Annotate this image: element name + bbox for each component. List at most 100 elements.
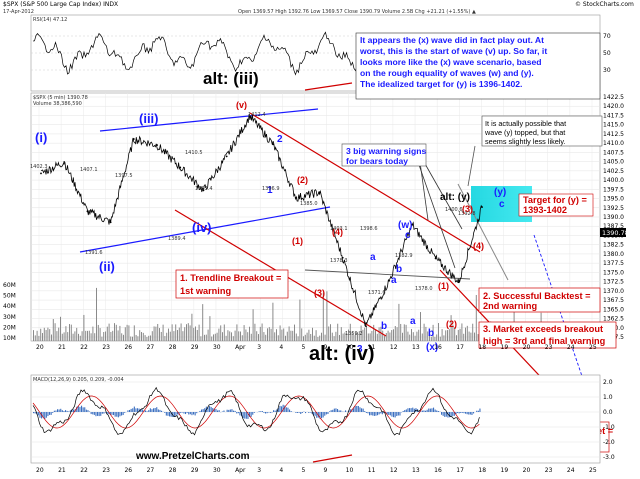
volume-bar [457,329,459,341]
macd-hist-bar [433,407,435,412]
volume-bar [331,332,333,341]
volume-bar [117,330,119,341]
wave-label-red-1-left: (1) [292,236,303,246]
volume-bar [279,325,281,341]
volume-bar [114,323,115,341]
volume-bar [243,325,245,341]
volume-bar [110,331,112,341]
x-tick-label: 9 [324,344,328,351]
macd-hist-bar [372,412,374,416]
volume-bar [358,331,360,341]
price-line [40,114,483,327]
macd-hist-bar [337,409,339,412]
macd-hist-bar [274,410,276,412]
target-y-box [518,193,594,217]
macd-hist-bar [191,412,193,416]
volume-bar [301,328,303,341]
macd-hist-bar [453,412,455,416]
volume-bar [277,335,279,341]
macd-hist-bar [362,408,364,412]
macd-hist-bar [114,412,116,417]
macd-hist-bar [282,404,284,412]
x-tick-label: 11 [368,344,376,351]
macd-hist-bar [173,412,175,418]
volume-bar [67,332,69,341]
volume-bar [447,330,448,341]
volume-bar [268,327,270,341]
volume-bar [240,331,241,341]
volume-bar [218,328,220,341]
volume-bar [187,323,189,341]
macd-hist-bar [170,412,172,417]
macd-hist-bar [442,412,444,416]
macd-hist-bar [249,412,251,417]
macd-tick-label: 0.0 [603,409,613,416]
volume-bar [40,328,42,341]
price-point [63,161,66,163]
volume-bar [416,331,418,341]
volume-bar [394,325,396,341]
wave-label-red-3: (3) [314,288,325,298]
volume-bar [88,330,90,341]
volume-bar [463,333,465,341]
price-labels: 1402.3 1412.4 1410.5 1407.1 1397.5 1395.4 1389… [30,112,476,337]
chart-title: $SPX (S&P 500 Large Cap Index) INDX [3,1,118,8]
upper-blue-trendline [99,108,319,132]
macd-hist-bar [223,410,225,412]
macd-hist-bar [460,412,462,413]
macd-hist-bar [373,412,375,416]
volume-bar [74,331,76,341]
volume-bar [252,309,254,341]
macd-hist-bar [370,412,372,416]
volume-bar [92,326,94,341]
volume-bar [290,330,292,341]
volume-bar [130,336,132,341]
volume-bar [155,326,157,341]
volume-bar [313,335,315,341]
price-tick-label: 1410.0 [603,140,624,147]
volume-bar [362,329,364,341]
volume-tick-label: 30M [3,314,16,321]
x-tick-label: 17 [456,344,464,351]
rsi-tick-label: 30 [603,67,611,74]
macd-hist-bar [217,410,219,412]
macd-hist-bar [465,412,467,414]
macd-hist-bar [201,409,203,412]
macd-hist-bar [325,412,327,415]
volume-bar [234,330,236,341]
volume-bar [193,327,195,341]
macd-hist-bar [458,412,460,414]
volume-bar [175,324,177,341]
macd-hist-bar [242,412,244,419]
macd-hist-bar [180,412,182,413]
price-tick-label: 1375.0 [603,269,624,276]
macd-hist-bar [247,412,249,419]
macd-hist-bar [95,412,97,417]
volume-bar [106,326,108,341]
volume-bar [36,330,38,341]
macd-hist-bar [245,412,247,419]
volume-bar [411,328,412,341]
macd-hist-bar [52,412,54,413]
x-tick-label: 27 [147,344,155,351]
x-tick-label: 5 [301,344,305,351]
macd-hist-bar [313,412,315,416]
volume-bar [456,335,457,341]
volume-bar [78,333,79,341]
price-label: 1407.1 [80,167,98,173]
volume-bar [166,332,168,341]
macd-hist-bar [340,410,342,412]
x-tick-label: 25 [589,467,597,474]
price-point [388,279,391,282]
macd-hist-bar [165,412,167,416]
macd-hist-bar [60,408,62,412]
volume-bar [180,323,182,341]
wave-label-mid-a: a [391,275,397,286]
macd-hist-bar [69,410,71,412]
volume-bar [288,326,290,341]
wave-label-red-3-right: (3) [462,204,473,214]
macd-hist-bar [349,409,351,412]
volume-bar [250,333,252,341]
volume-tick-label: 10M [3,335,16,342]
macd-hist-bar [98,412,100,417]
